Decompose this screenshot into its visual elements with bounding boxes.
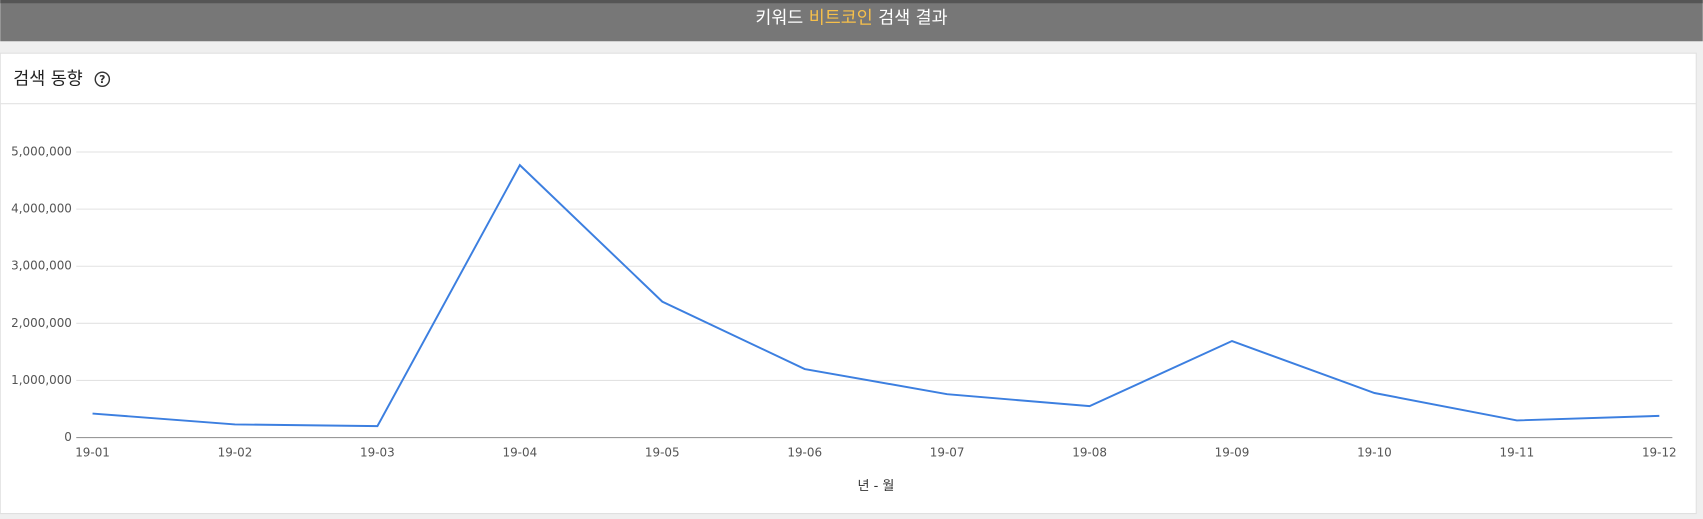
keyword: 비트코인 [809, 8, 873, 28]
help-icon[interactable]: ? [99, 73, 105, 86]
y-tick-label: 3,000,000 [11, 259, 72, 273]
card [0, 52, 1697, 515]
chart: 0 1,000,000 2,000,000 3,000,000 4,000,000 5,0… [11, 145, 1677, 494]
x-tick-label: 19-09 [1215, 445, 1250, 459]
x-tick-label: 19-06 [787, 445, 822, 459]
title-suffix: 검색 결과 [878, 8, 947, 28]
x-tick-label: 19-10 [1357, 445, 1392, 459]
y-tick-label: 1,000,000 [11, 373, 72, 387]
x-tick-label: 19-02 [218, 445, 253, 459]
y-tick-label: 2,000,000 [11, 316, 72, 330]
y-tick-label: 0 [64, 430, 72, 444]
help-button[interactable]: ? [94, 71, 111, 88]
x-tick-label: 19-05 [645, 445, 680, 459]
help-circle[interactable] [94, 71, 111, 88]
title-prefix: 키워드 [755, 8, 803, 28]
y-tick-label: 4,000,000 [11, 202, 72, 216]
x-tick-label: 19-11 [1500, 445, 1535, 459]
x-tick-label: 19-07 [930, 445, 965, 459]
y-tick-label: 5,000,000 [11, 145, 72, 159]
header-edge [0, 0, 1703, 4]
x-tick-label: 19-08 [1072, 445, 1107, 459]
header-title: 키워드 비트코인 검색 결과 [755, 8, 947, 28]
x-tick-label: 19-04 [502, 445, 537, 459]
data-line [92, 163, 1660, 428]
card-title: 검색 동향 [13, 69, 82, 89]
x-tick-label: 19-12 [1642, 445, 1677, 459]
header-bar [0, 0, 1703, 42]
x-axis-label: 년 - 월 [857, 479, 894, 494]
x-tick-label: 19-03 [360, 445, 395, 459]
x-tick-label: 19-01 [75, 445, 110, 459]
